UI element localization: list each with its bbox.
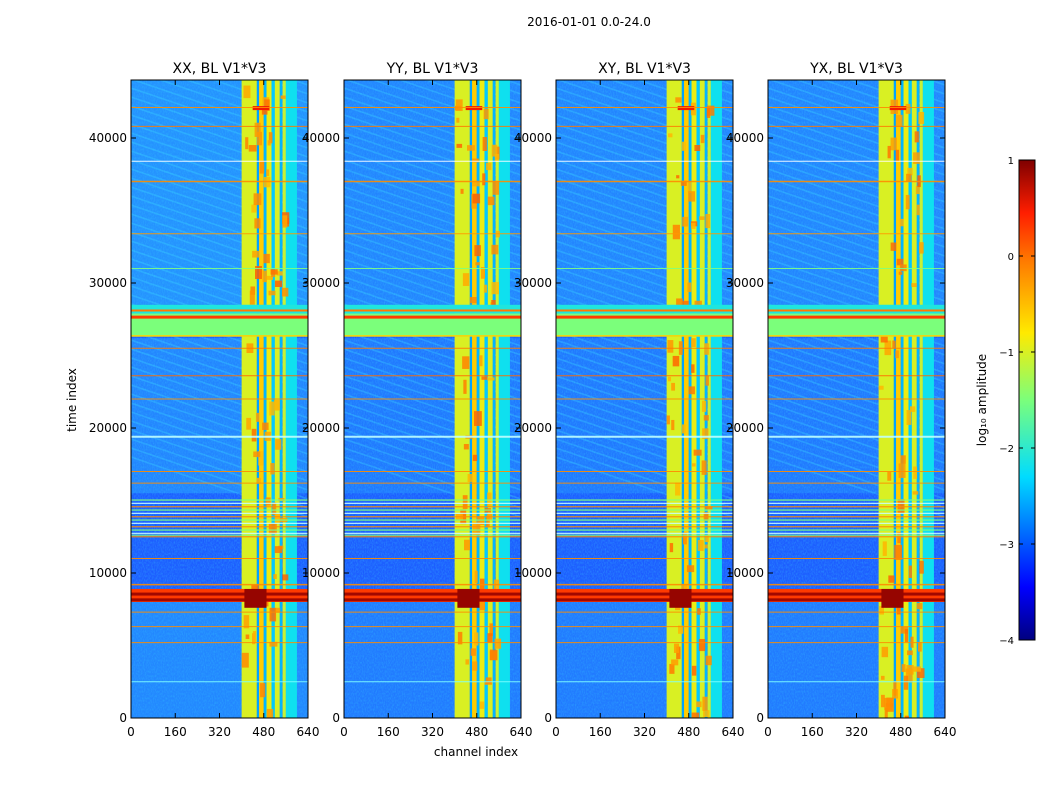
- panel-title: XX, BL V1*V3: [173, 61, 267, 77]
- y-tick-label: 30000: [514, 276, 552, 290]
- panel-3: XY, BL V1*V3 0 160 320 480 640 0 10000 20000 3000…: [514, 61, 745, 739]
- x-tick-label: 640: [297, 725, 320, 739]
- y-tick-label: 30000: [89, 276, 127, 290]
- y-tick-label: 0: [544, 711, 552, 725]
- y-tick-label: 30000: [302, 276, 340, 290]
- x-tick-label: 480: [465, 725, 488, 739]
- x-tick-label: 160: [164, 725, 187, 739]
- y-tick-label: 10000: [89, 566, 127, 580]
- colorbar-tick-label: 1: [1008, 156, 1014, 167]
- y-tick-label: 20000: [514, 421, 552, 435]
- x-tick-label: 640: [722, 725, 745, 739]
- x-tick-label: 640: [510, 725, 533, 739]
- colorbar-gradient: [1018, 159, 1036, 641]
- heatmap-image: [344, 80, 521, 718]
- colorbar-tick-label: −2: [999, 444, 1014, 455]
- y-tick-label: 20000: [302, 421, 340, 435]
- figure-suptitle: 2016-01-01 0.0-24.0: [527, 15, 651, 29]
- y-tick-label: 20000: [89, 421, 127, 435]
- y-tick-label: 10000: [726, 566, 764, 580]
- panel-2: YY, BL V1*V3 0 160 320 480 640 0 10000 20000 3000…: [302, 61, 533, 739]
- colorbar-ticks: 1 0 −1 −2 −3 −4: [999, 156, 1035, 647]
- x-tick-label: 320: [633, 725, 656, 739]
- colorbar-tick-label: −1: [999, 348, 1014, 359]
- y-tick-label: 40000: [89, 131, 127, 145]
- y-tick-label: 0: [332, 711, 340, 725]
- panel-title: XY, BL V1*V3: [598, 61, 691, 77]
- heatmap-image: [556, 80, 733, 718]
- heatmap-image: [131, 80, 308, 718]
- panel-title: YX, BL V1*V3: [809, 61, 903, 77]
- x-tick-label: 160: [801, 725, 824, 739]
- heatmap-image: [768, 80, 945, 718]
- colorbar-tick-label: 0: [1008, 252, 1014, 263]
- y-tick-label: 10000: [302, 566, 340, 580]
- panel-4: YX, BL V1*V3 0 160 320 480 640 0 10000 20000 3000…: [726, 61, 957, 739]
- colorbar-tick-label: −4: [999, 636, 1014, 647]
- colorbar-tick-label: −3: [999, 540, 1014, 551]
- x-tick-label: 320: [208, 725, 231, 739]
- panel-title: YY, BL V1*V3: [386, 61, 479, 77]
- y-tick-label: 40000: [302, 131, 340, 145]
- x-tick-label: 480: [889, 725, 912, 739]
- y-tick-label: 0: [756, 711, 764, 725]
- y-tick-label: 40000: [514, 131, 552, 145]
- x-tick-label: 480: [677, 725, 700, 739]
- x-tick-label: 480: [252, 725, 275, 739]
- x-tick-label: 160: [377, 725, 400, 739]
- x-tick-label: 160: [589, 725, 612, 739]
- y-tick-label: 0: [119, 711, 127, 725]
- panel-1: XX, BL V1*V3 0 160 320 480 640 0 10000 20000 3000…: [89, 61, 320, 739]
- y-tick-label: 10000: [514, 566, 552, 580]
- y-tick-label: 20000: [726, 421, 764, 435]
- y-tick-label: 40000: [726, 131, 764, 145]
- colorbar: 1 0 −1 −2 −3 −4 log₁₀ amplitude: [975, 156, 1036, 647]
- x-axis-label: channel index: [434, 745, 518, 759]
- x-tick-label: 0: [127, 725, 135, 739]
- x-tick-label: 320: [421, 725, 444, 739]
- y-axis-label: time index: [65, 368, 79, 432]
- panels: XX, BL V1*V3 0 160 320 480 640 0 10000 20000 3000…: [89, 61, 957, 739]
- x-tick-label: 0: [552, 725, 560, 739]
- colorbar-label: log₁₀ amplitude: [975, 354, 989, 446]
- x-tick-label: 640: [934, 725, 957, 739]
- x-tick-label: 0: [340, 725, 348, 739]
- x-tick-label: 0: [764, 725, 772, 739]
- y-tick-label: 30000: [726, 276, 764, 290]
- x-tick-label: 320: [845, 725, 868, 739]
